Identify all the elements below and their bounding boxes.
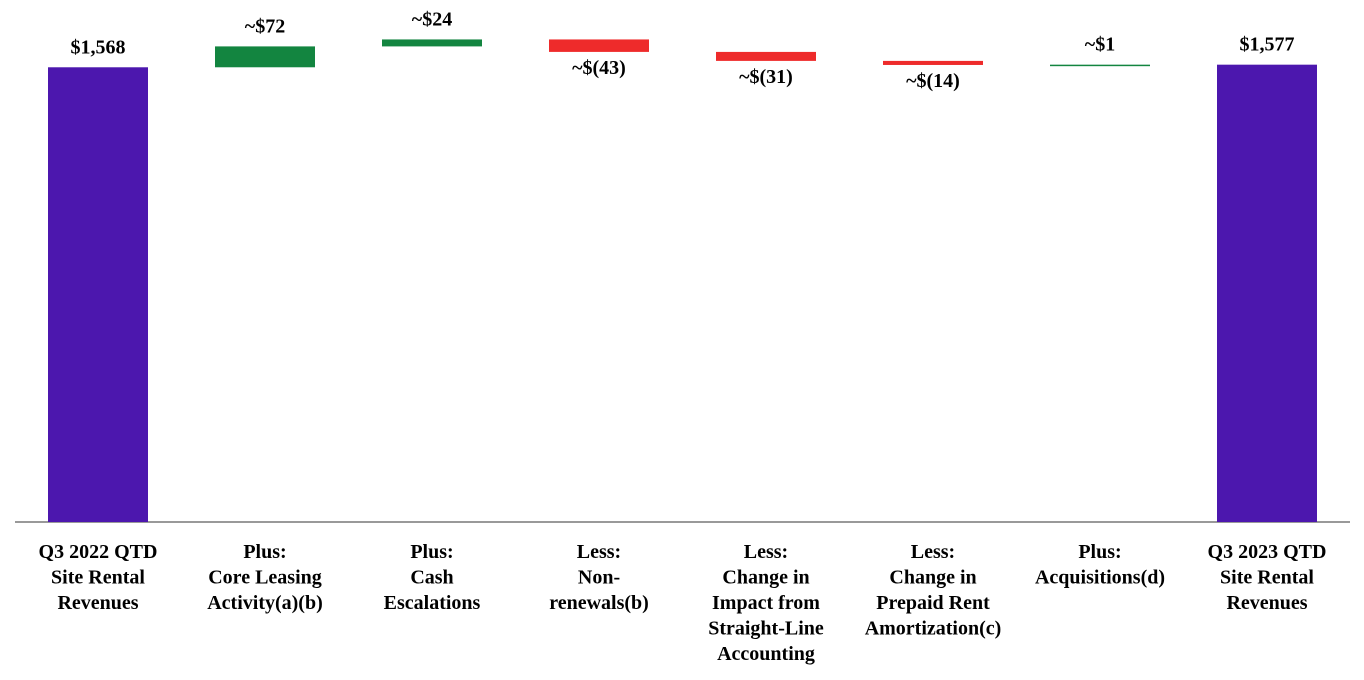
bar bbox=[883, 60, 983, 65]
category-label: Less: Change in Impact from Straight-Line Ac… bbox=[708, 541, 824, 665]
value-label: ~$(31) bbox=[739, 66, 793, 88]
bar bbox=[1217, 64, 1317, 523]
value-label: ~$24 bbox=[412, 8, 452, 30]
category-line: Straight-Line bbox=[708, 618, 824, 640]
category-line: Change in bbox=[889, 567, 976, 589]
bar bbox=[215, 46, 315, 68]
category-line: Revenues bbox=[57, 592, 138, 614]
bar bbox=[1050, 64, 1150, 67]
category-line: Q3 2023 QTD bbox=[1208, 541, 1327, 563]
category-line: Core Leasing bbox=[208, 567, 322, 589]
category-line: Non- bbox=[578, 567, 620, 589]
value-label: $1,577 bbox=[1240, 34, 1295, 56]
category-line: Escalations bbox=[384, 592, 481, 614]
category-line: Change in bbox=[722, 567, 809, 589]
category-line: Acquisitions(d) bbox=[1035, 567, 1165, 589]
value-label: ~$(43) bbox=[572, 57, 626, 79]
category-label: Q3 2022 QTD Site Rental Revenues bbox=[39, 541, 158, 614]
category-line: Plus: bbox=[243, 541, 286, 563]
category-label: Q3 2023 QTD Site Rental Revenues bbox=[1208, 541, 1327, 614]
category-label: Less: Non-renewals(b) bbox=[549, 541, 649, 614]
category-label: Plus: Cash Escalations bbox=[384, 541, 481, 614]
category-line: Plus: bbox=[1078, 541, 1121, 563]
category-line: Less: bbox=[911, 541, 955, 563]
category-line: Site Rental bbox=[1220, 567, 1314, 589]
value-label: ~$72 bbox=[245, 15, 285, 37]
category-line: Less: bbox=[744, 541, 788, 563]
bar bbox=[48, 67, 148, 522]
category-line: Prepaid Rent bbox=[876, 592, 990, 614]
category-line: Accounting bbox=[717, 643, 815, 665]
category-line: renewals(b) bbox=[549, 592, 649, 614]
bar bbox=[549, 39, 649, 52]
category-label: Plus: Acquisitions(d) bbox=[1035, 541, 1165, 589]
value-label: ~$1 bbox=[1085, 34, 1115, 56]
category-label: Less: Change in Prepaid Rent Amortization(c… bbox=[865, 541, 1002, 640]
value-label: $1,568 bbox=[71, 36, 126, 58]
category-line: Site Rental bbox=[51, 567, 145, 589]
category-label: Plus: Core Leasing Activity(a)(b) bbox=[207, 541, 323, 614]
category-line: Q3 2022 QTD bbox=[39, 541, 158, 563]
bar bbox=[716, 51, 816, 61]
bar bbox=[382, 39, 482, 47]
category-line: Less: bbox=[577, 541, 621, 563]
category-line: Impact from bbox=[712, 592, 820, 614]
value-label: ~$(14) bbox=[906, 70, 960, 92]
category-line: Plus: bbox=[410, 541, 453, 563]
category-line: Amortization(c) bbox=[865, 618, 1002, 640]
category-line: Revenues bbox=[1226, 592, 1307, 614]
category-line: Activity(a)(b) bbox=[207, 592, 323, 614]
category-line: Cash bbox=[410, 567, 453, 589]
